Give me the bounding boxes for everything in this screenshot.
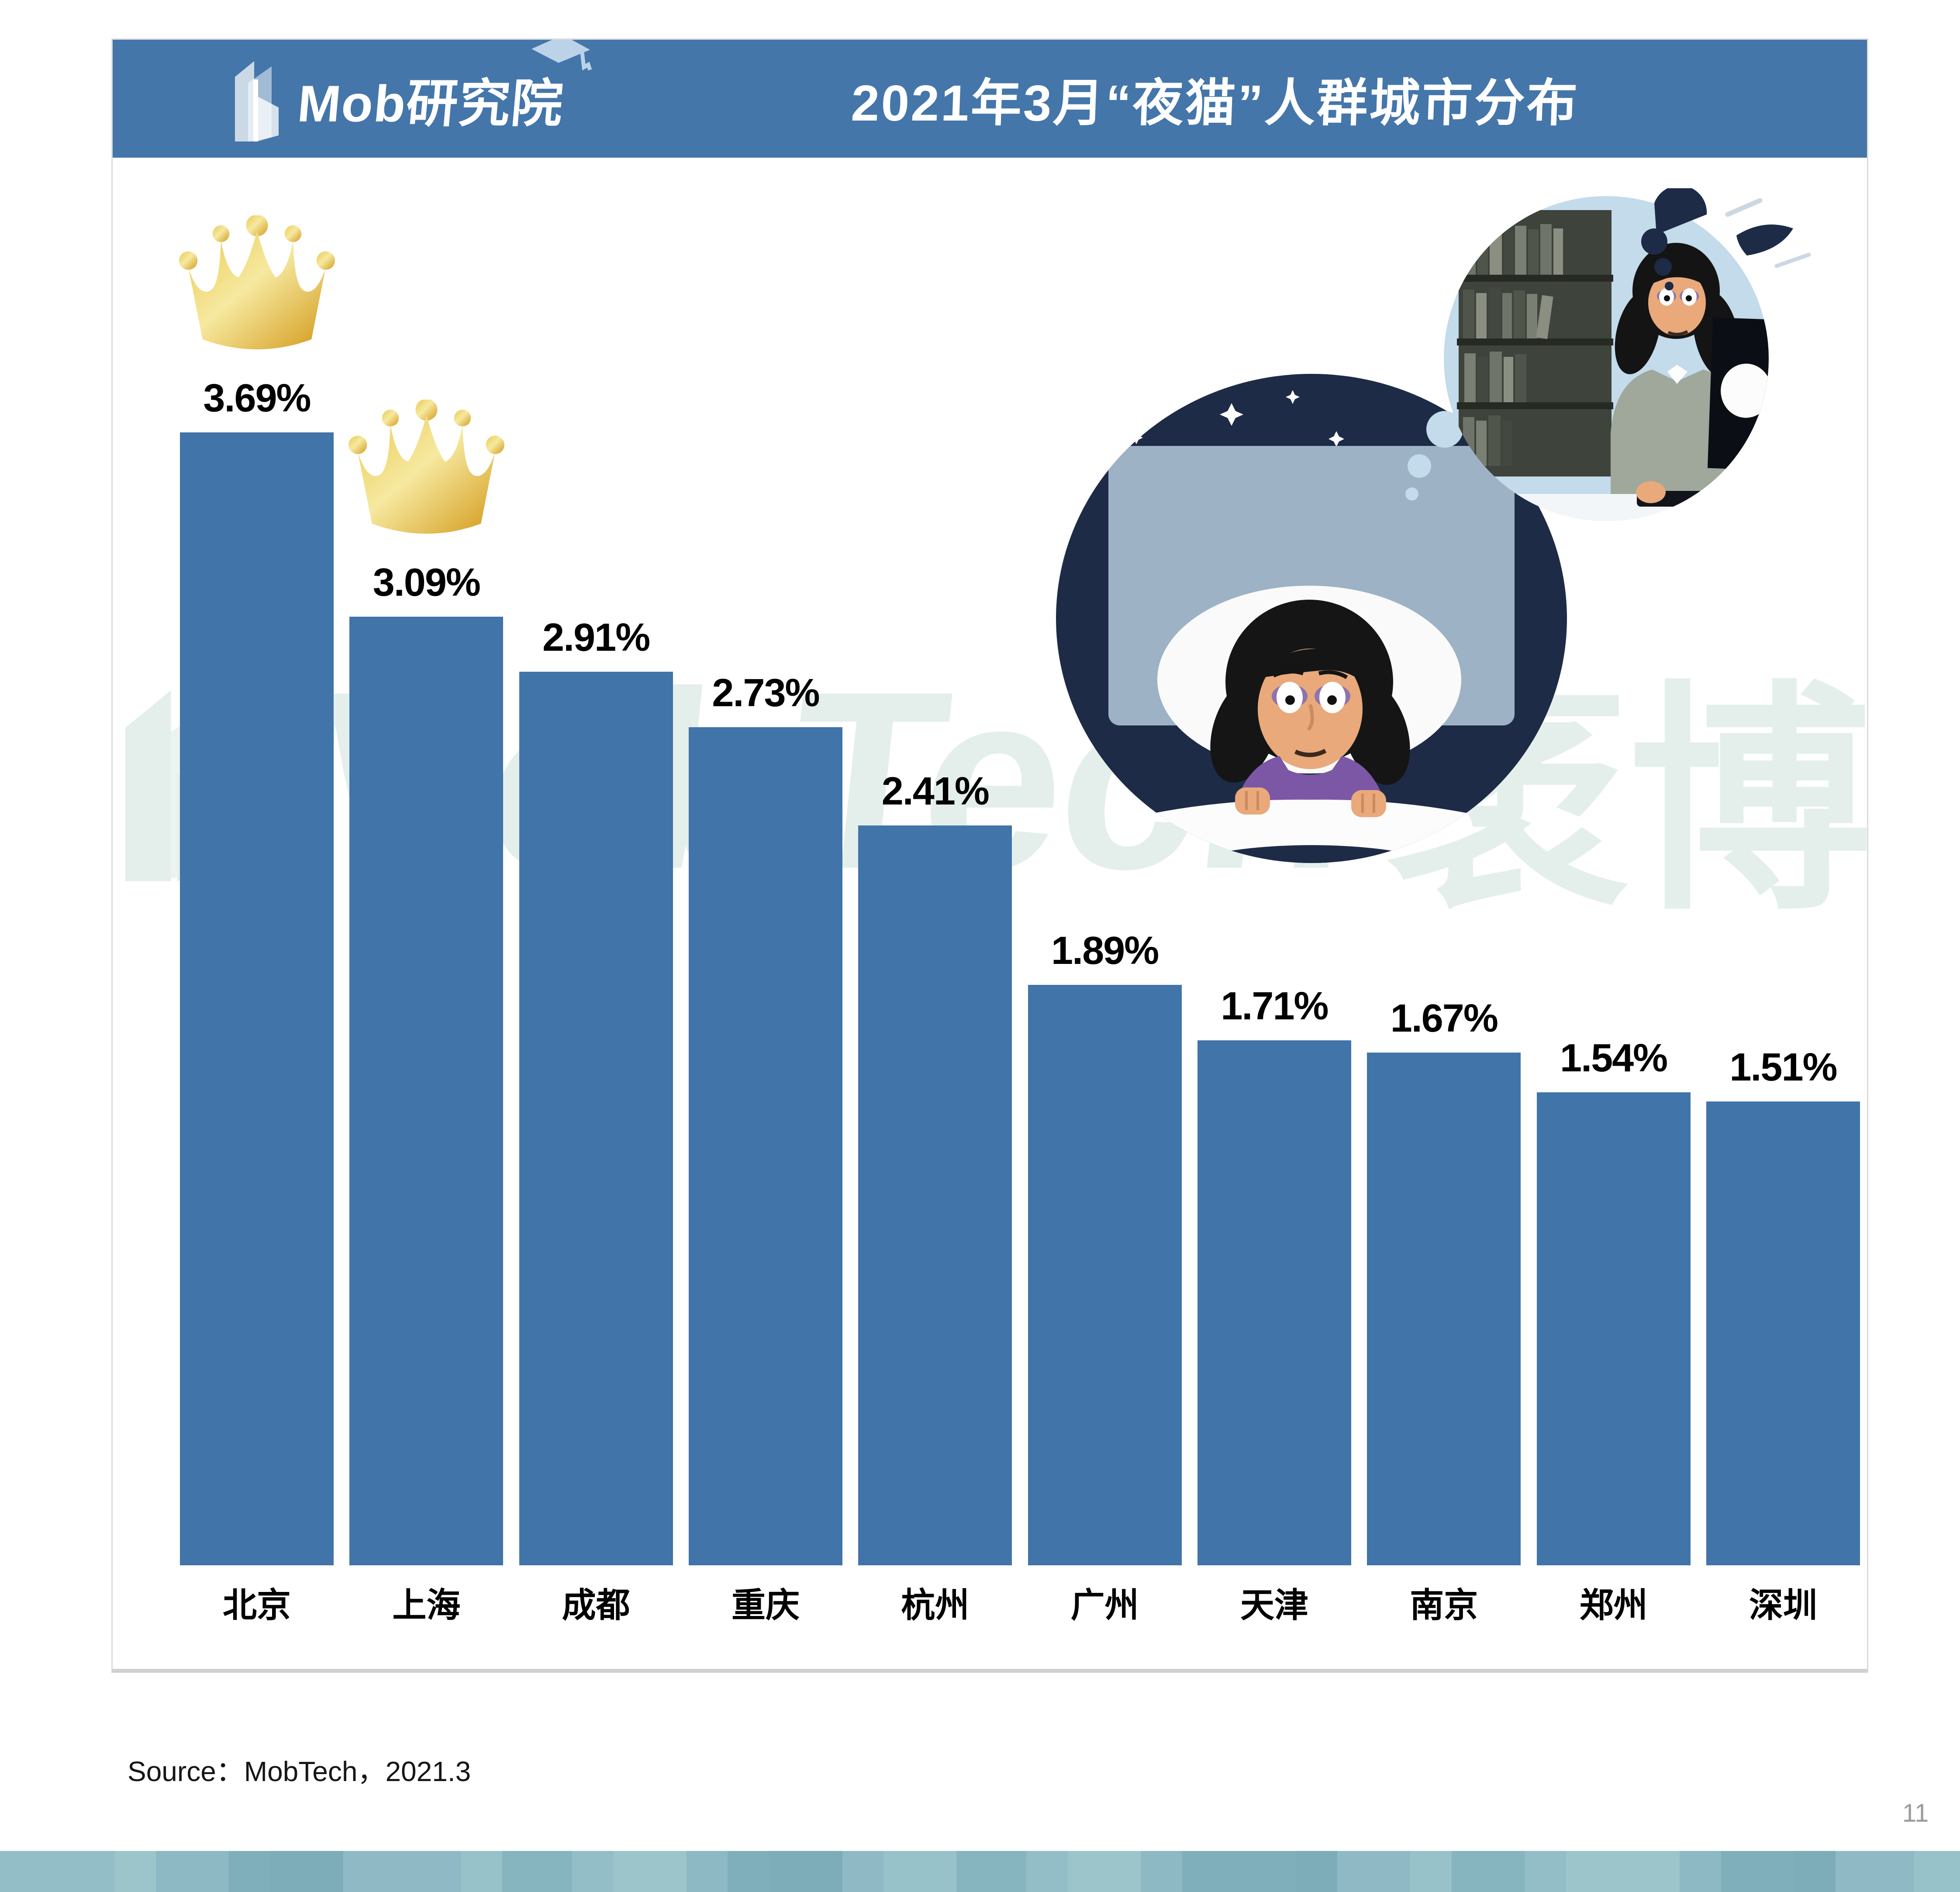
bar-value-label: 1.71% xyxy=(1221,984,1329,1028)
bar-city-label: 深圳 xyxy=(1749,1586,1817,1624)
computer xyxy=(1707,317,1769,497)
footer-strip-band xyxy=(1566,1851,1680,1892)
bar-value-label: 2.41% xyxy=(881,770,990,813)
bar-column: 2.73% 重庆 xyxy=(687,671,844,1640)
bar xyxy=(1028,985,1182,1565)
bar-city-label: 杭州 xyxy=(901,1586,970,1624)
bar-city-label: 南京 xyxy=(1410,1586,1478,1624)
footer-strip-band xyxy=(1680,1851,1721,1892)
bar xyxy=(1367,1053,1521,1565)
bar xyxy=(349,617,504,1565)
bar-column: 1.89% 广州 xyxy=(1026,929,1184,1640)
footer-strip-band xyxy=(1337,1851,1410,1892)
bar-chart: 3.69% 北京 3.09% 上海 2.91% 成都 2.73% 重庆 2.41% 杭州 1.89… xyxy=(178,215,1862,1640)
footer-strip-band xyxy=(1721,1851,1794,1892)
chart-header: Mob研究院 2021年3月“夜猫”人群城市分布 xyxy=(113,40,1867,158)
bar-column: 3.69% 北京 xyxy=(178,215,335,1640)
crown-icon xyxy=(179,215,335,349)
footer-strip-band xyxy=(883,1851,956,1892)
snore-marks xyxy=(1641,188,1811,290)
bar-city-label: 成都 xyxy=(562,1586,630,1624)
bar-column: 2.91% 成都 xyxy=(518,615,675,1640)
bar xyxy=(1197,1040,1351,1565)
footer-strip-band xyxy=(1182,1851,1296,1892)
footer-strip-band xyxy=(156,1851,229,1892)
bar xyxy=(1536,1092,1691,1565)
bar-column: 1.51% 深圳 xyxy=(1705,1045,1862,1640)
footer-strip-band xyxy=(956,1851,1026,1892)
chart-title: 2021年3月“夜猫”人群城市分布 xyxy=(850,75,1580,131)
building-icon xyxy=(235,61,279,142)
bar-value-label: 1.67% xyxy=(1390,997,1498,1040)
hands xyxy=(1235,787,1386,817)
footer-strip-band xyxy=(1296,1851,1337,1892)
bar-city-label: 上海 xyxy=(392,1586,461,1624)
bubble-trail-dot xyxy=(1408,454,1431,478)
bar-city-label: 北京 xyxy=(222,1586,291,1624)
footer-strip-band xyxy=(461,1851,502,1892)
footer-strip-band xyxy=(728,1851,769,1892)
bar xyxy=(1706,1101,1860,1565)
footer-strip-band xyxy=(687,1851,728,1892)
insomnia-illustration xyxy=(1056,188,1811,863)
bar-city-label: 重庆 xyxy=(731,1586,800,1624)
footer-strip-band xyxy=(1794,1851,1836,1892)
bar-city-label: 郑州 xyxy=(1579,1586,1648,1624)
footer-strip-band xyxy=(842,1851,883,1892)
bar-value-label: 3.69% xyxy=(203,376,311,420)
bar-city-label: 广州 xyxy=(1070,1586,1139,1624)
bar xyxy=(858,825,1012,1565)
footer-strip-band xyxy=(1836,1851,1914,1892)
footer-strip-band xyxy=(1141,1851,1182,1892)
bar-column: 1.54% 郑州 xyxy=(1535,1036,1692,1640)
hand-on-keyboard xyxy=(1750,482,1769,504)
footer-strip-band xyxy=(614,1851,687,1892)
graduation-cap-icon xyxy=(531,40,592,70)
bar-value-label: 3.09% xyxy=(373,561,481,604)
footer-strip-band xyxy=(229,1851,270,1892)
crown-icon xyxy=(348,400,504,534)
bookshelf xyxy=(1457,210,1613,476)
bar-value-label: 2.73% xyxy=(712,671,820,715)
footer-strip xyxy=(0,1851,1960,1892)
footer-strip-band xyxy=(1452,1851,1525,1892)
footer-strip-band xyxy=(1410,1851,1452,1892)
footer-strip-band xyxy=(1068,1851,1141,1892)
footer-strip-band xyxy=(502,1851,572,1892)
footer-strip-band xyxy=(343,1851,461,1892)
bubble-trail-dot xyxy=(1405,487,1418,501)
bar-column: 1.71% 天津 xyxy=(1196,984,1353,1640)
footer-strip-band xyxy=(0,1851,114,1892)
footer-strip-band xyxy=(572,1851,614,1892)
hand-on-keyboard xyxy=(1636,481,1666,503)
bar-value-label: 1.89% xyxy=(1051,929,1159,973)
footer-strip-band xyxy=(270,1851,343,1892)
bar-column: 2.41% 杭州 xyxy=(856,769,1014,1640)
footer-strip-band xyxy=(1026,1851,1068,1892)
bar xyxy=(180,432,334,1565)
bubble-trail-dot xyxy=(1426,411,1463,448)
bar-city-label: 天津 xyxy=(1240,1586,1308,1624)
footer-strip-band xyxy=(769,1851,842,1892)
footer-strip-band xyxy=(114,1851,156,1892)
bar-column: 1.67% 南京 xyxy=(1365,996,1522,1640)
chart-card: Mob研究院 2021年3月“夜猫”人群城市分布 MobTech 袤博 xyxy=(111,38,1868,1673)
source-note: Source：MobTech，2021.3 xyxy=(128,1756,471,1787)
footer-strip-band xyxy=(1525,1851,1566,1892)
mob-research-logo: Mob研究院 xyxy=(231,40,592,144)
page-number: 11 xyxy=(1902,1799,1929,1827)
logo-text: Mob研究院 xyxy=(295,75,566,133)
bar-value-label: 2.91% xyxy=(542,616,650,659)
bar-value-label: 1.54% xyxy=(1560,1036,1668,1080)
bar xyxy=(519,672,673,1565)
bar xyxy=(688,727,842,1565)
bar-value-label: 1.51% xyxy=(1729,1046,1837,1089)
footer-strip-band xyxy=(1914,1851,1960,1892)
bed-base xyxy=(1150,845,1473,863)
bar-column: 3.09% 上海 xyxy=(348,400,505,1640)
